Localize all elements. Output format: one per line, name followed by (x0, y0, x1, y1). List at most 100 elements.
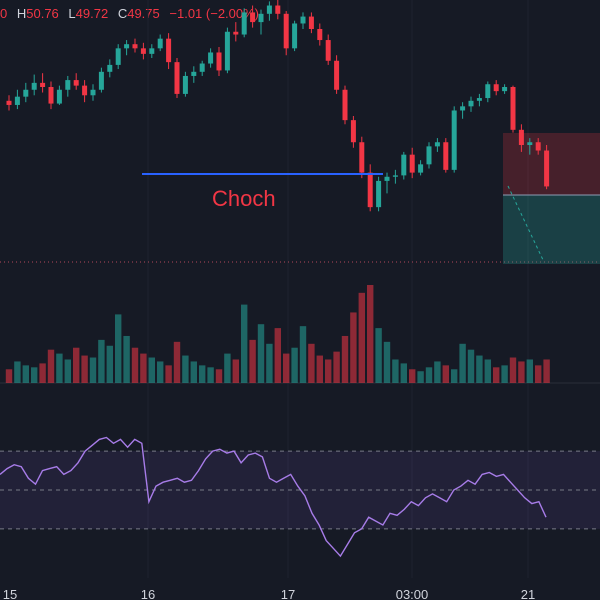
volume-bar (543, 359, 550, 383)
candle-body (82, 85, 88, 96)
volume-bar (283, 353, 290, 383)
candle-body (107, 64, 113, 72)
volume-bar (47, 349, 55, 383)
rsi-pane (0, 436, 600, 558)
candle-body (502, 87, 508, 92)
candle-body (166, 38, 172, 63)
candle-body (182, 75, 188, 94)
candle-body (350, 120, 356, 143)
candle-body (98, 71, 104, 90)
trade-path-line (507, 185, 545, 263)
volume-bar (535, 365, 542, 383)
candle-body (418, 164, 424, 173)
volume-bar (249, 339, 256, 383)
candle-body (544, 150, 550, 187)
candle-body (233, 31, 239, 35)
choch-annotation[interactable]: Choch (142, 173, 383, 211)
volume-bar (207, 367, 214, 383)
volume-bar (316, 355, 323, 383)
volume-bar (182, 355, 189, 383)
volume-bar (325, 359, 332, 383)
candle-body (510, 87, 516, 130)
time-axis-label: 03:00 (396, 587, 429, 600)
volume-bar (509, 357, 517, 383)
candle-body (90, 89, 96, 96)
volume-bar (224, 353, 231, 383)
candle-body (527, 142, 533, 145)
volume-bar (165, 365, 172, 383)
candle-body (149, 48, 155, 54)
ohlc-legend: 0 H50.76 L49.72 C49.75 −1.01 (−2.00%) (0, 6, 259, 21)
candle-body (216, 52, 222, 71)
volume-bar (56, 353, 63, 383)
volume-bar (31, 367, 38, 383)
volume-bar (518, 361, 525, 383)
volume-bar (367, 285, 374, 383)
volume-bar (73, 347, 80, 383)
candle-body (518, 129, 524, 145)
volume-bar (241, 304, 248, 383)
time-axis: 15 16 17 03:00 21 (3, 587, 535, 600)
candle-body (283, 13, 289, 49)
candle-body (535, 142, 541, 151)
volume-bar (308, 343, 315, 383)
candle-body (325, 40, 331, 61)
volume-bar (417, 371, 424, 383)
ohlc-high-label: H (16, 6, 27, 21)
ohlc-close-label: C (117, 6, 128, 21)
volume-bar (459, 343, 466, 383)
volume-bar (22, 365, 29, 383)
candle-body (292, 23, 298, 49)
candle-body (359, 142, 365, 173)
volume-bar (383, 341, 391, 383)
ohlc-change: −1.01 (−2.00%) (169, 6, 260, 21)
candle-body (434, 142, 440, 147)
candle-body (300, 16, 306, 24)
volume-bar (106, 345, 113, 383)
candle-body (56, 89, 62, 104)
volume-bar (476, 355, 483, 383)
volume-bar (232, 359, 239, 383)
volume-series (5, 285, 550, 383)
candle-body (250, 12, 256, 23)
volume-bar (157, 361, 164, 383)
volume-bar (451, 369, 458, 383)
candle-body (73, 80, 79, 86)
position-zones[interactable] (503, 133, 600, 264)
candle-body (31, 82, 37, 90)
volume-bar (392, 359, 399, 383)
volume-bar (526, 359, 533, 383)
time-axis-label: 21 (521, 587, 535, 600)
volume-bar (115, 314, 122, 383)
stop-loss-zone (503, 133, 600, 195)
candle-body (308, 16, 314, 29)
candle-body (476, 98, 482, 101)
choch-label: Choch (212, 186, 276, 211)
volume-bar (350, 312, 357, 383)
volume-bar (190, 361, 197, 383)
candlestick-series (6, 0, 550, 212)
candle-body (460, 106, 466, 111)
volume-bar (333, 351, 340, 383)
candle-body (241, 12, 247, 35)
volume-bar (98, 339, 105, 383)
volume-bar (409, 369, 416, 383)
volume-bar (39, 363, 46, 383)
volume-bar (131, 347, 139, 383)
candle-body (224, 31, 230, 71)
volume-bar (274, 328, 281, 383)
candle-body (65, 80, 71, 90)
volume-bar (501, 365, 508, 383)
candle-body (48, 87, 54, 104)
volume-bar (442, 365, 449, 383)
candle-body (6, 100, 12, 105)
volume-bar (199, 365, 206, 383)
ohlc-close-value: 49.75 (127, 6, 160, 21)
candle-body (493, 84, 499, 92)
volume-bar (5, 369, 13, 383)
candle-body (384, 176, 390, 181)
ohlc-low-value: 49.72 (75, 6, 109, 21)
candle-body (401, 154, 407, 176)
candle-body (409, 154, 415, 173)
